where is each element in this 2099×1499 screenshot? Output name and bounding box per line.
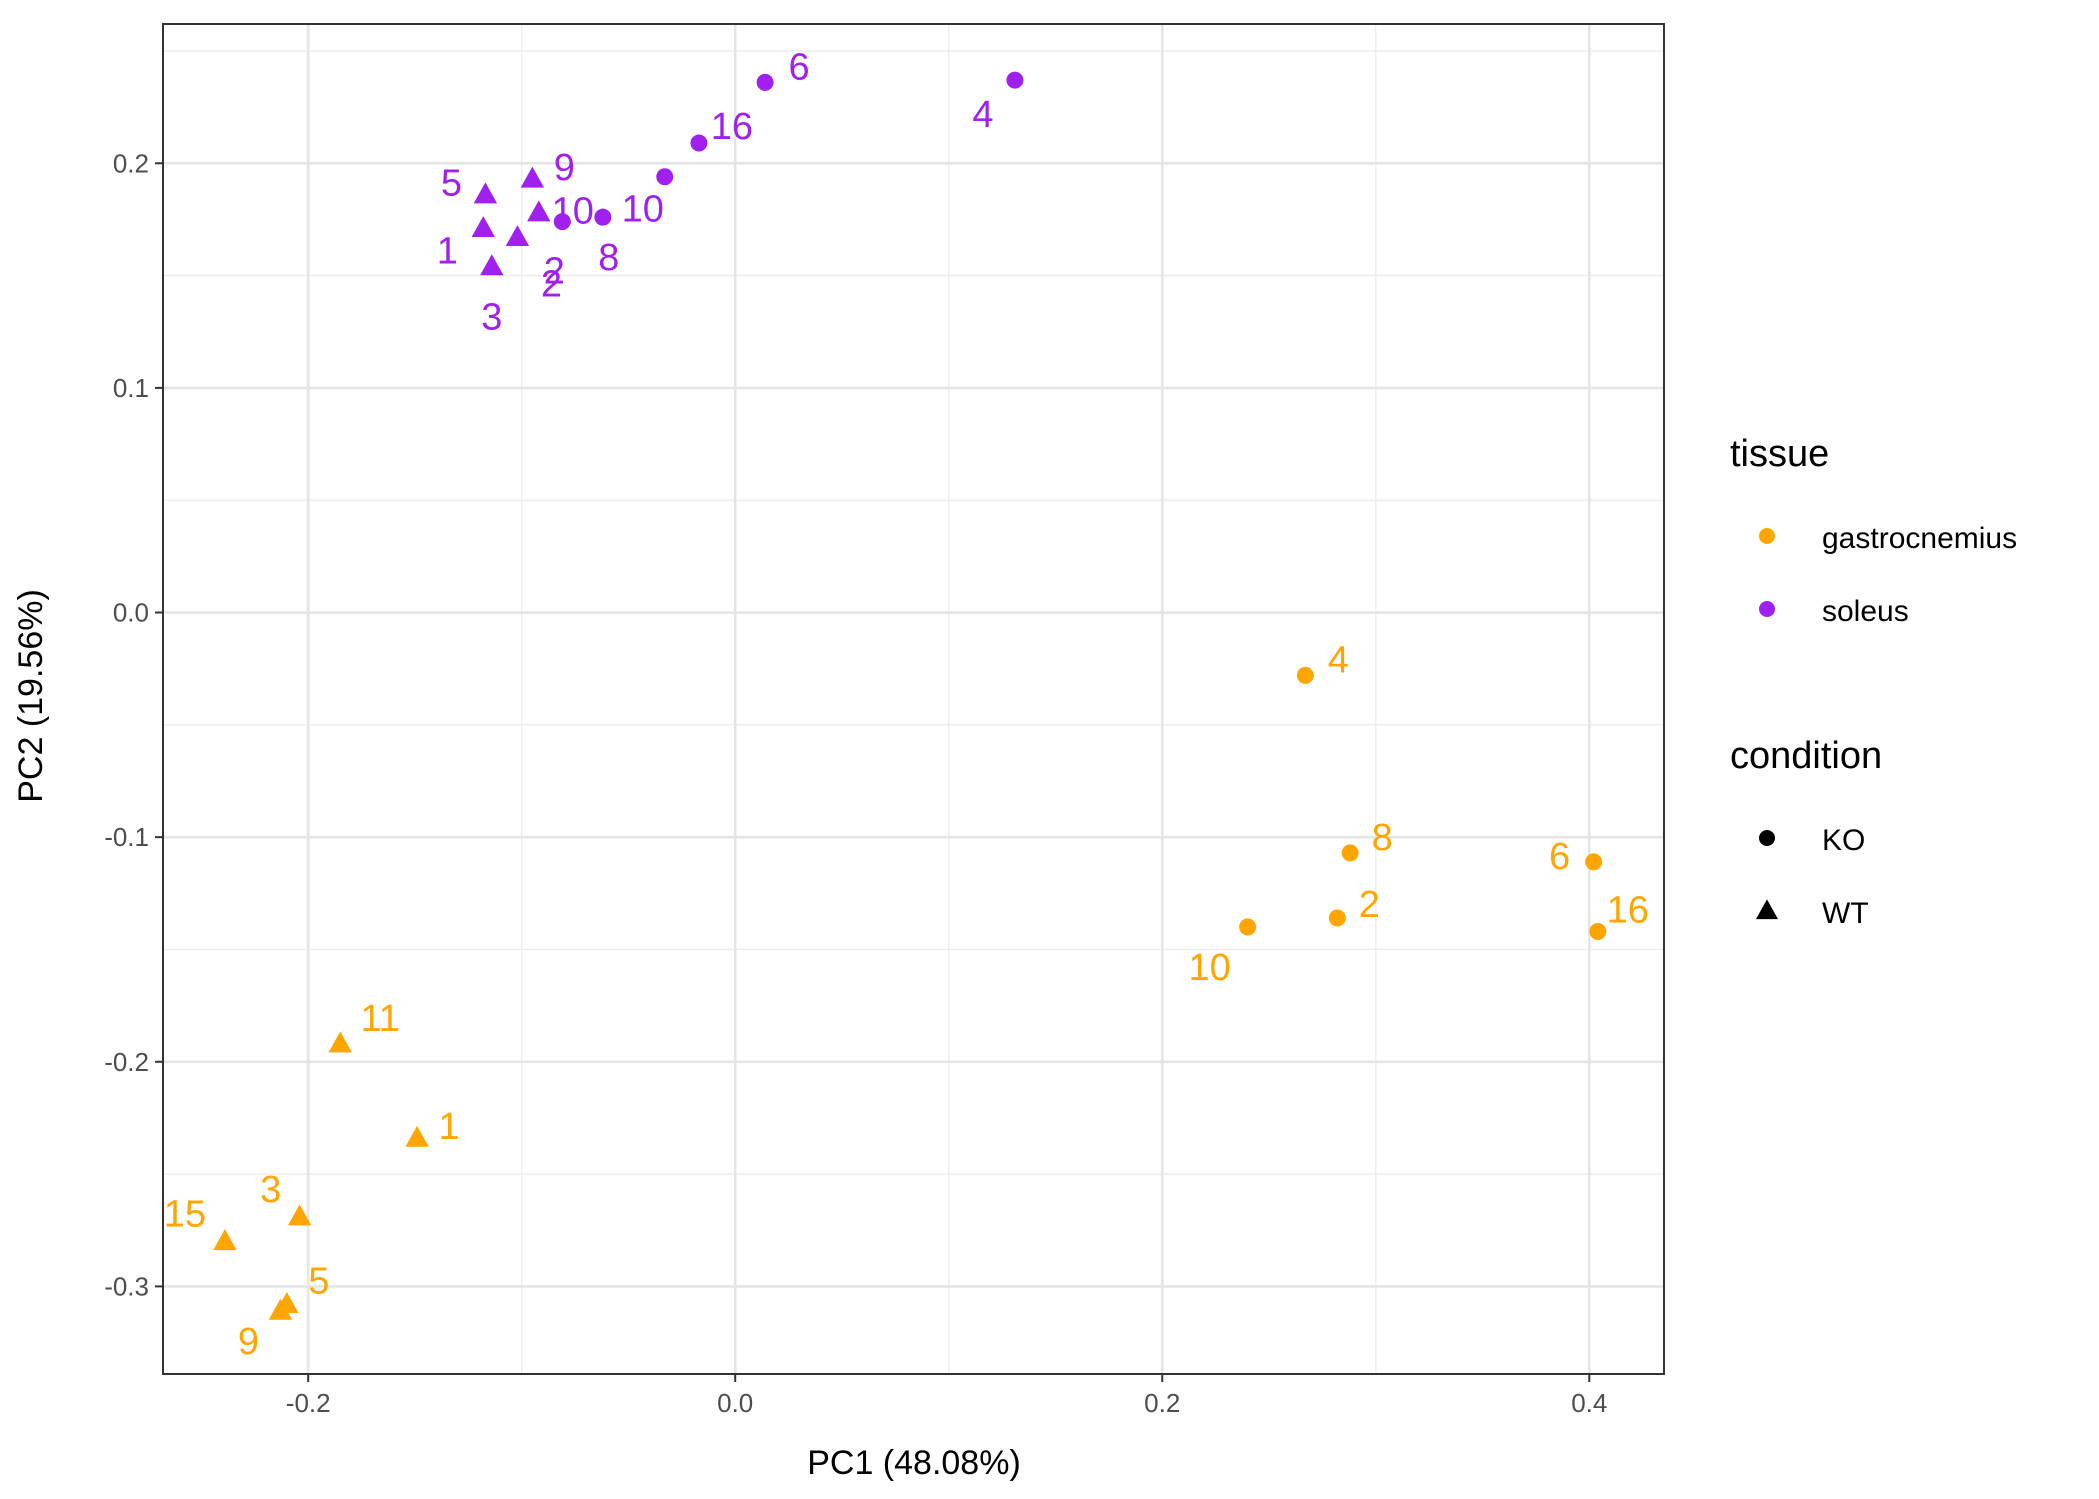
legend: tissue gastrocnemius soleus condition KO WT — [1730, 433, 2017, 930]
y-tick-label: -0.2 — [104, 1047, 149, 1077]
point-label: 2 — [544, 251, 565, 293]
legend-key-KO — [1759, 830, 1775, 846]
point-label: 10 — [1189, 947, 1231, 989]
point-label: 16 — [711, 106, 753, 148]
x-tick-label: -0.2 — [286, 1388, 331, 1418]
soleus-KO-point — [594, 208, 612, 226]
x-axis-title: PC1 (48.08%) — [807, 1444, 1021, 1482]
legend-label: soleus — [1822, 595, 1909, 628]
gastrocnemius-KO-point — [1341, 844, 1359, 862]
point-label: 3 — [260, 1169, 281, 1211]
point-label: 16 — [1607, 889, 1649, 931]
gastrocnemius-KO-point — [1239, 918, 1257, 936]
point-label: 6 — [789, 46, 810, 88]
legend-key-soleus — [1759, 601, 1775, 617]
soleus-WT-point — [520, 166, 545, 188]
point-label: 4 — [1328, 639, 1349, 681]
gastrocnemius-WT-point — [268, 1298, 293, 1320]
legend-key-gastrocnemius — [1759, 528, 1775, 544]
point-label: 15 — [164, 1193, 206, 1235]
gastrocnemius-WT-point — [287, 1204, 312, 1226]
x-tick-label: 0.4 — [1571, 1388, 1607, 1418]
soleus-WT-point — [473, 182, 498, 204]
soleus-KO-point — [690, 134, 708, 152]
soleus-WT-point — [471, 216, 495, 238]
legend-label: gastrocnemius — [1822, 522, 2017, 555]
x-tick-label: 0.0 — [717, 1388, 753, 1418]
legend-title: tissue — [1730, 433, 1829, 475]
point-label: 6 — [1549, 836, 1570, 878]
y-tick-label: -0.1 — [104, 822, 149, 852]
soleus-KO-point — [553, 213, 571, 231]
plot-panel — [163, 24, 1664, 1374]
soleus-KO-point — [656, 168, 674, 186]
y-tick-label: -0.3 — [104, 1271, 149, 1301]
point-label: 1 — [439, 1106, 460, 1148]
soleus-KO-point — [756, 73, 774, 91]
y-tick-label: 0.1 — [113, 373, 149, 403]
soleus-KO-point — [1006, 71, 1024, 89]
soleus-WT-point — [505, 225, 530, 247]
point-label: 11 — [360, 998, 399, 1040]
point-label: 10 — [552, 191, 594, 233]
y-tick-label: 0.2 — [113, 148, 149, 178]
point-label: 5 — [441, 163, 462, 205]
gastrocnemius-WT-point — [405, 1125, 429, 1147]
y-axis-title: PC2 (19.56%) — [12, 589, 50, 803]
x-axis: -0.2 0.0 0.2 0.4 — [286, 1374, 1607, 1418]
point-label: 8 — [1372, 817, 1393, 859]
gastrocnemius-WT-point — [328, 1031, 352, 1053]
panel-background — [163, 24, 1664, 1374]
soleus-WT-point — [527, 200, 551, 222]
gastrocnemius-KO-point — [1328, 909, 1346, 927]
gastrocnemius-KO-point — [1296, 666, 1314, 684]
point-label: 1 — [437, 230, 458, 272]
point-label: 9 — [554, 147, 575, 189]
point-label: 8 — [598, 237, 619, 279]
point-label: 2 — [1359, 884, 1380, 926]
y-axis: -0.3 -0.2 -0.1 0.0 0.1 0.2 — [104, 148, 163, 1301]
soleus-WT-point — [480, 254, 504, 276]
point-label: 3 — [481, 297, 502, 339]
point-label: 4 — [972, 94, 993, 136]
point-label: 9 — [238, 1321, 259, 1363]
legend-label: WT — [1822, 897, 1869, 930]
legend-title: condition — [1730, 735, 1882, 777]
gastrocnemius-KO-point — [1589, 922, 1607, 940]
point-label: 5 — [308, 1260, 329, 1302]
y-tick-label: 0.0 — [113, 598, 149, 628]
point-label: 10 — [622, 189, 664, 231]
x-tick-label: 0.2 — [1144, 1388, 1180, 1418]
legend-key-WT — [1755, 899, 1779, 920]
gastrocnemius-WT-point — [213, 1229, 237, 1251]
point-label: 2 — [541, 263, 562, 305]
gastrocnemius-KO-point — [1585, 853, 1603, 871]
panel-border — [162, 23, 1665, 1375]
legend-label: KO — [1822, 824, 1865, 857]
data-points — [213, 71, 1607, 1320]
